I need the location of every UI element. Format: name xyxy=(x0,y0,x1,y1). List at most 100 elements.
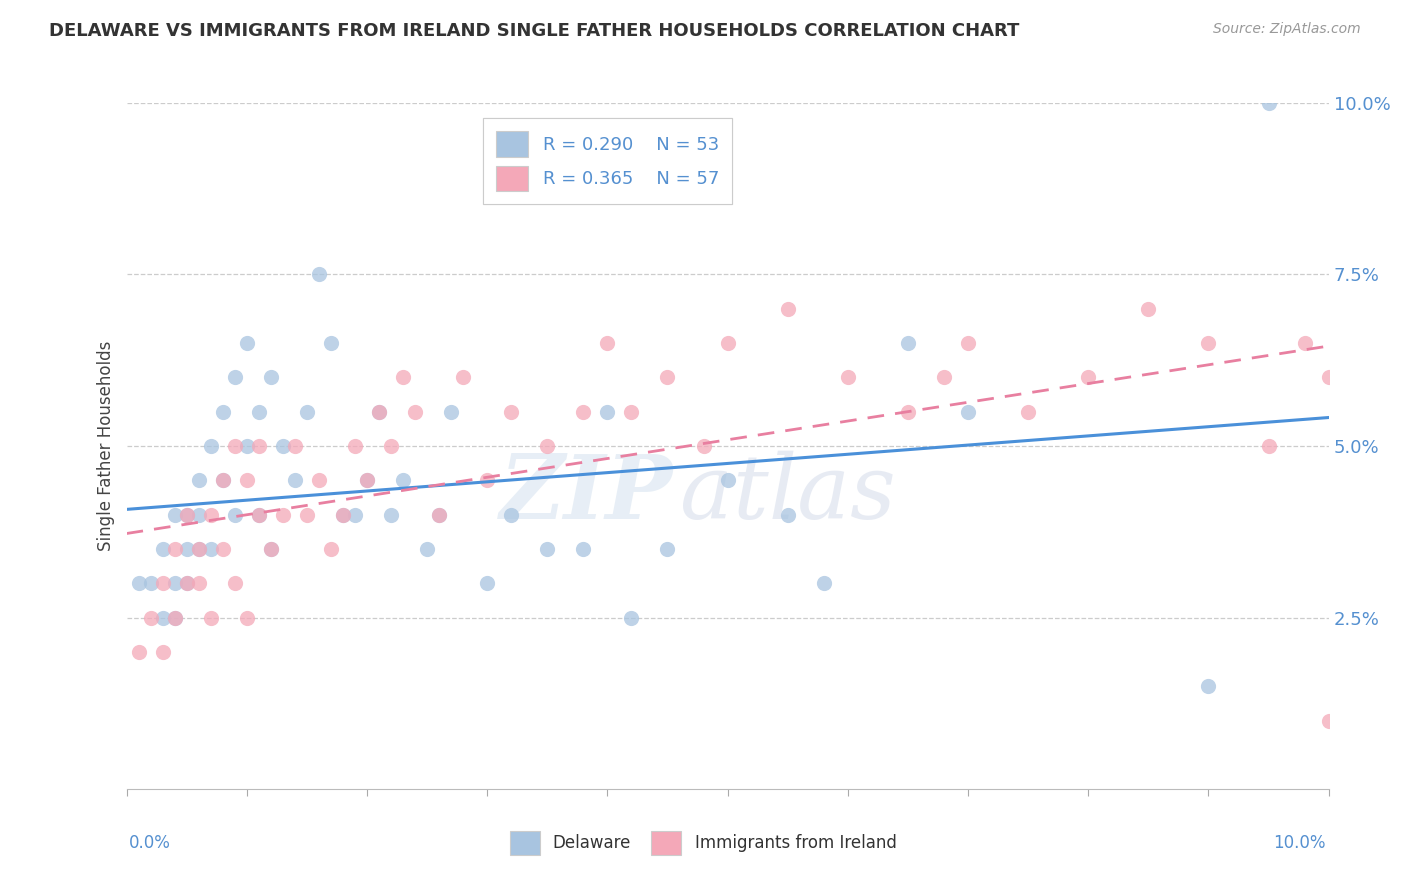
Point xyxy=(284,439,307,453)
Point xyxy=(1317,370,1340,384)
Point xyxy=(536,541,558,557)
Point xyxy=(404,405,426,419)
Point xyxy=(596,336,619,351)
Point xyxy=(176,576,198,591)
Y-axis label: Single Father Households: Single Father Households xyxy=(97,341,115,551)
Point xyxy=(211,473,233,487)
Point xyxy=(163,541,186,557)
Point xyxy=(260,541,283,557)
Point xyxy=(176,541,198,557)
Point xyxy=(211,405,233,419)
Point xyxy=(392,370,415,384)
Point xyxy=(224,508,246,522)
Point xyxy=(200,439,222,453)
Point xyxy=(128,576,150,591)
Point xyxy=(260,370,283,384)
Point xyxy=(271,439,294,453)
Point xyxy=(475,576,498,591)
Point xyxy=(956,336,979,351)
Point xyxy=(295,405,318,419)
Point xyxy=(211,541,233,557)
Point xyxy=(200,610,222,624)
Point xyxy=(176,576,198,591)
Point xyxy=(343,508,366,522)
Point xyxy=(427,508,450,522)
Point xyxy=(247,508,270,522)
Point xyxy=(152,645,174,659)
Point xyxy=(692,439,714,453)
Point xyxy=(1077,370,1099,384)
Text: Source: ZipAtlas.com: Source: ZipAtlas.com xyxy=(1213,22,1361,37)
Point xyxy=(152,541,174,557)
Point xyxy=(152,610,174,624)
Point xyxy=(596,405,619,419)
Point xyxy=(260,541,283,557)
Point xyxy=(1137,301,1160,316)
Point xyxy=(187,541,209,557)
Point xyxy=(139,576,162,591)
Point xyxy=(501,405,523,419)
Point xyxy=(501,508,523,522)
Point xyxy=(716,336,740,351)
Text: atlas: atlas xyxy=(679,450,896,538)
Point xyxy=(295,508,318,522)
Legend: Delaware, Immigrants from Ireland: Delaware, Immigrants from Ireland xyxy=(503,824,903,862)
Point xyxy=(319,541,342,557)
Point xyxy=(187,576,209,591)
Point xyxy=(776,508,799,522)
Point xyxy=(368,405,391,419)
Point xyxy=(139,610,162,624)
Point xyxy=(319,336,342,351)
Point xyxy=(440,405,463,419)
Point xyxy=(247,405,270,419)
Point xyxy=(332,508,354,522)
Text: 0.0%: 0.0% xyxy=(129,834,172,852)
Point xyxy=(392,473,415,487)
Point xyxy=(152,576,174,591)
Point xyxy=(932,370,955,384)
Point xyxy=(128,645,150,659)
Point xyxy=(956,405,979,419)
Point xyxy=(200,541,222,557)
Point xyxy=(163,508,186,522)
Point xyxy=(416,541,439,557)
Point xyxy=(897,336,920,351)
Point xyxy=(1197,336,1219,351)
Point xyxy=(187,473,209,487)
Point xyxy=(187,541,209,557)
Point xyxy=(308,268,330,282)
Point xyxy=(451,370,474,384)
Point xyxy=(620,610,643,624)
Point xyxy=(187,508,209,522)
Point xyxy=(427,508,450,522)
Point xyxy=(235,610,259,624)
Point xyxy=(1317,714,1340,728)
Point xyxy=(163,576,186,591)
Point xyxy=(572,541,595,557)
Point xyxy=(176,508,198,522)
Point xyxy=(776,301,799,316)
Text: ZIP: ZIP xyxy=(501,450,673,537)
Point xyxy=(176,508,198,522)
Point xyxy=(380,439,402,453)
Point xyxy=(536,439,558,453)
Point xyxy=(1257,439,1279,453)
Point xyxy=(1017,405,1039,419)
Point xyxy=(343,439,366,453)
Point xyxy=(356,473,378,487)
Point xyxy=(271,508,294,522)
Text: 10.0%: 10.0% xyxy=(1274,834,1326,852)
Point xyxy=(247,439,270,453)
Point xyxy=(620,405,643,419)
Point xyxy=(356,473,378,487)
Point xyxy=(224,370,246,384)
Point xyxy=(235,439,259,453)
Point xyxy=(247,508,270,522)
Point xyxy=(837,370,859,384)
Point xyxy=(308,473,330,487)
Text: DELAWARE VS IMMIGRANTS FROM IRELAND SINGLE FATHER HOUSEHOLDS CORRELATION CHART: DELAWARE VS IMMIGRANTS FROM IRELAND SING… xyxy=(49,22,1019,40)
Point xyxy=(380,508,402,522)
Point xyxy=(235,336,259,351)
Point xyxy=(572,405,595,419)
Point xyxy=(224,576,246,591)
